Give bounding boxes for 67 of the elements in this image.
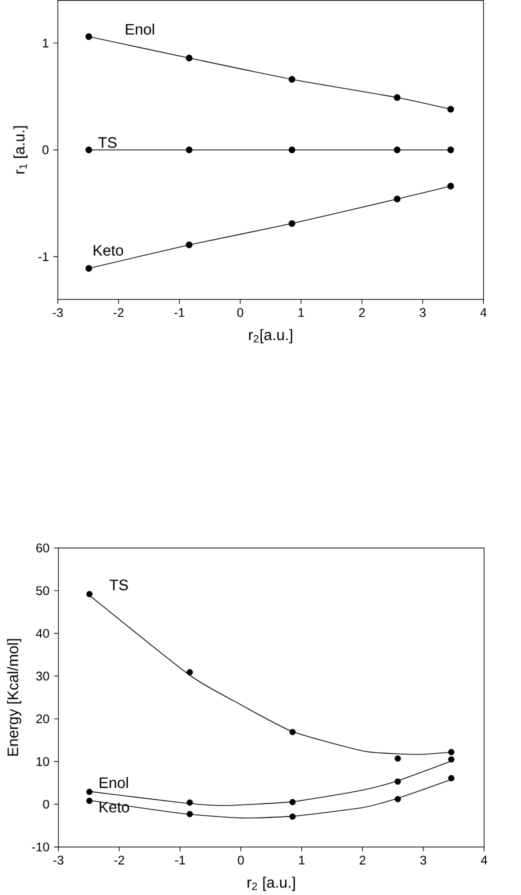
y-tick-label: -1: [38, 252, 48, 261]
x-tick-label: -1: [174, 856, 185, 864]
point: [447, 182, 454, 190]
point: [288, 76, 296, 83]
series-label: TS: [98, 137, 116, 148]
point: [288, 220, 296, 227]
x-tick-label: -1: [174, 308, 184, 317]
series-label: Enol: [126, 24, 154, 35]
point: [86, 590, 92, 598]
x-tick-label: 2: [360, 856, 366, 864]
point: [448, 775, 454, 782]
y-tick-label: 40: [36, 628, 49, 638]
y-tick-label: -10: [32, 842, 49, 852]
point: [86, 798, 92, 804]
point: [394, 196, 400, 202]
y-tick-label: 30: [36, 672, 49, 681]
point: [86, 788, 92, 795]
y-tick-label: 20: [36, 714, 49, 724]
point: [289, 814, 296, 820]
x-tick-label: 1: [299, 856, 304, 864]
point: [186, 242, 192, 248]
series-label: TS: [109, 580, 128, 590]
y-tick-label: 50: [36, 586, 49, 596]
point: [85, 33, 92, 40]
point: [394, 755, 401, 762]
y-axis-title: r$_{1}$ [a.u.]: [13, 126, 28, 174]
point: [288, 146, 296, 154]
point: [394, 796, 401, 802]
point: [186, 810, 193, 818]
y-tick-label: 10: [36, 757, 49, 766]
y-axis-title: Energy [Kcal/mol]: [6, 639, 22, 756]
x-axis-title: r$_{2}$ [a.u.]: [247, 876, 295, 891]
x-tick-label: -3: [53, 856, 64, 865]
x-tick-label: 0: [238, 856, 244, 865]
point: [448, 749, 454, 756]
series-label: Keto: [100, 802, 129, 812]
point: [289, 798, 296, 806]
point: [447, 106, 454, 113]
point: [186, 146, 192, 154]
x-tick-label: 4: [480, 308, 487, 317]
y-tick-label: 60: [36, 544, 49, 552]
y-tick-label: 0: [42, 145, 48, 154]
point: [85, 146, 92, 154]
x-axis-title: r$_{2}$[a.u.]: [248, 329, 292, 344]
y-tick-label: 1: [42, 38, 48, 48]
point: [186, 799, 193, 806]
point: [448, 756, 454, 763]
point: [85, 265, 92, 272]
point: [394, 146, 400, 154]
x-tick-label: -3: [52, 308, 63, 318]
y-tick-label: 0: [43, 800, 49, 809]
x-tick-label: -2: [114, 856, 124, 864]
point: [186, 669, 193, 676]
point: [186, 54, 192, 62]
x-tick-label: 4: [480, 856, 488, 864]
legend-label: Keto: [94, 245, 124, 256]
x-tick-label: 2: [358, 308, 365, 317]
x-tick-label: -2: [113, 308, 124, 317]
point: [447, 146, 454, 154]
x-tick-label: 3: [420, 856, 426, 865]
point: [394, 778, 401, 785]
series-label: Enol: [100, 776, 128, 788]
point: [289, 728, 296, 736]
point: [394, 94, 400, 101]
x-tick-label: 1: [298, 308, 304, 317]
x-tick-label: 0: [237, 308, 244, 318]
x-tick-label: 3: [420, 308, 426, 318]
